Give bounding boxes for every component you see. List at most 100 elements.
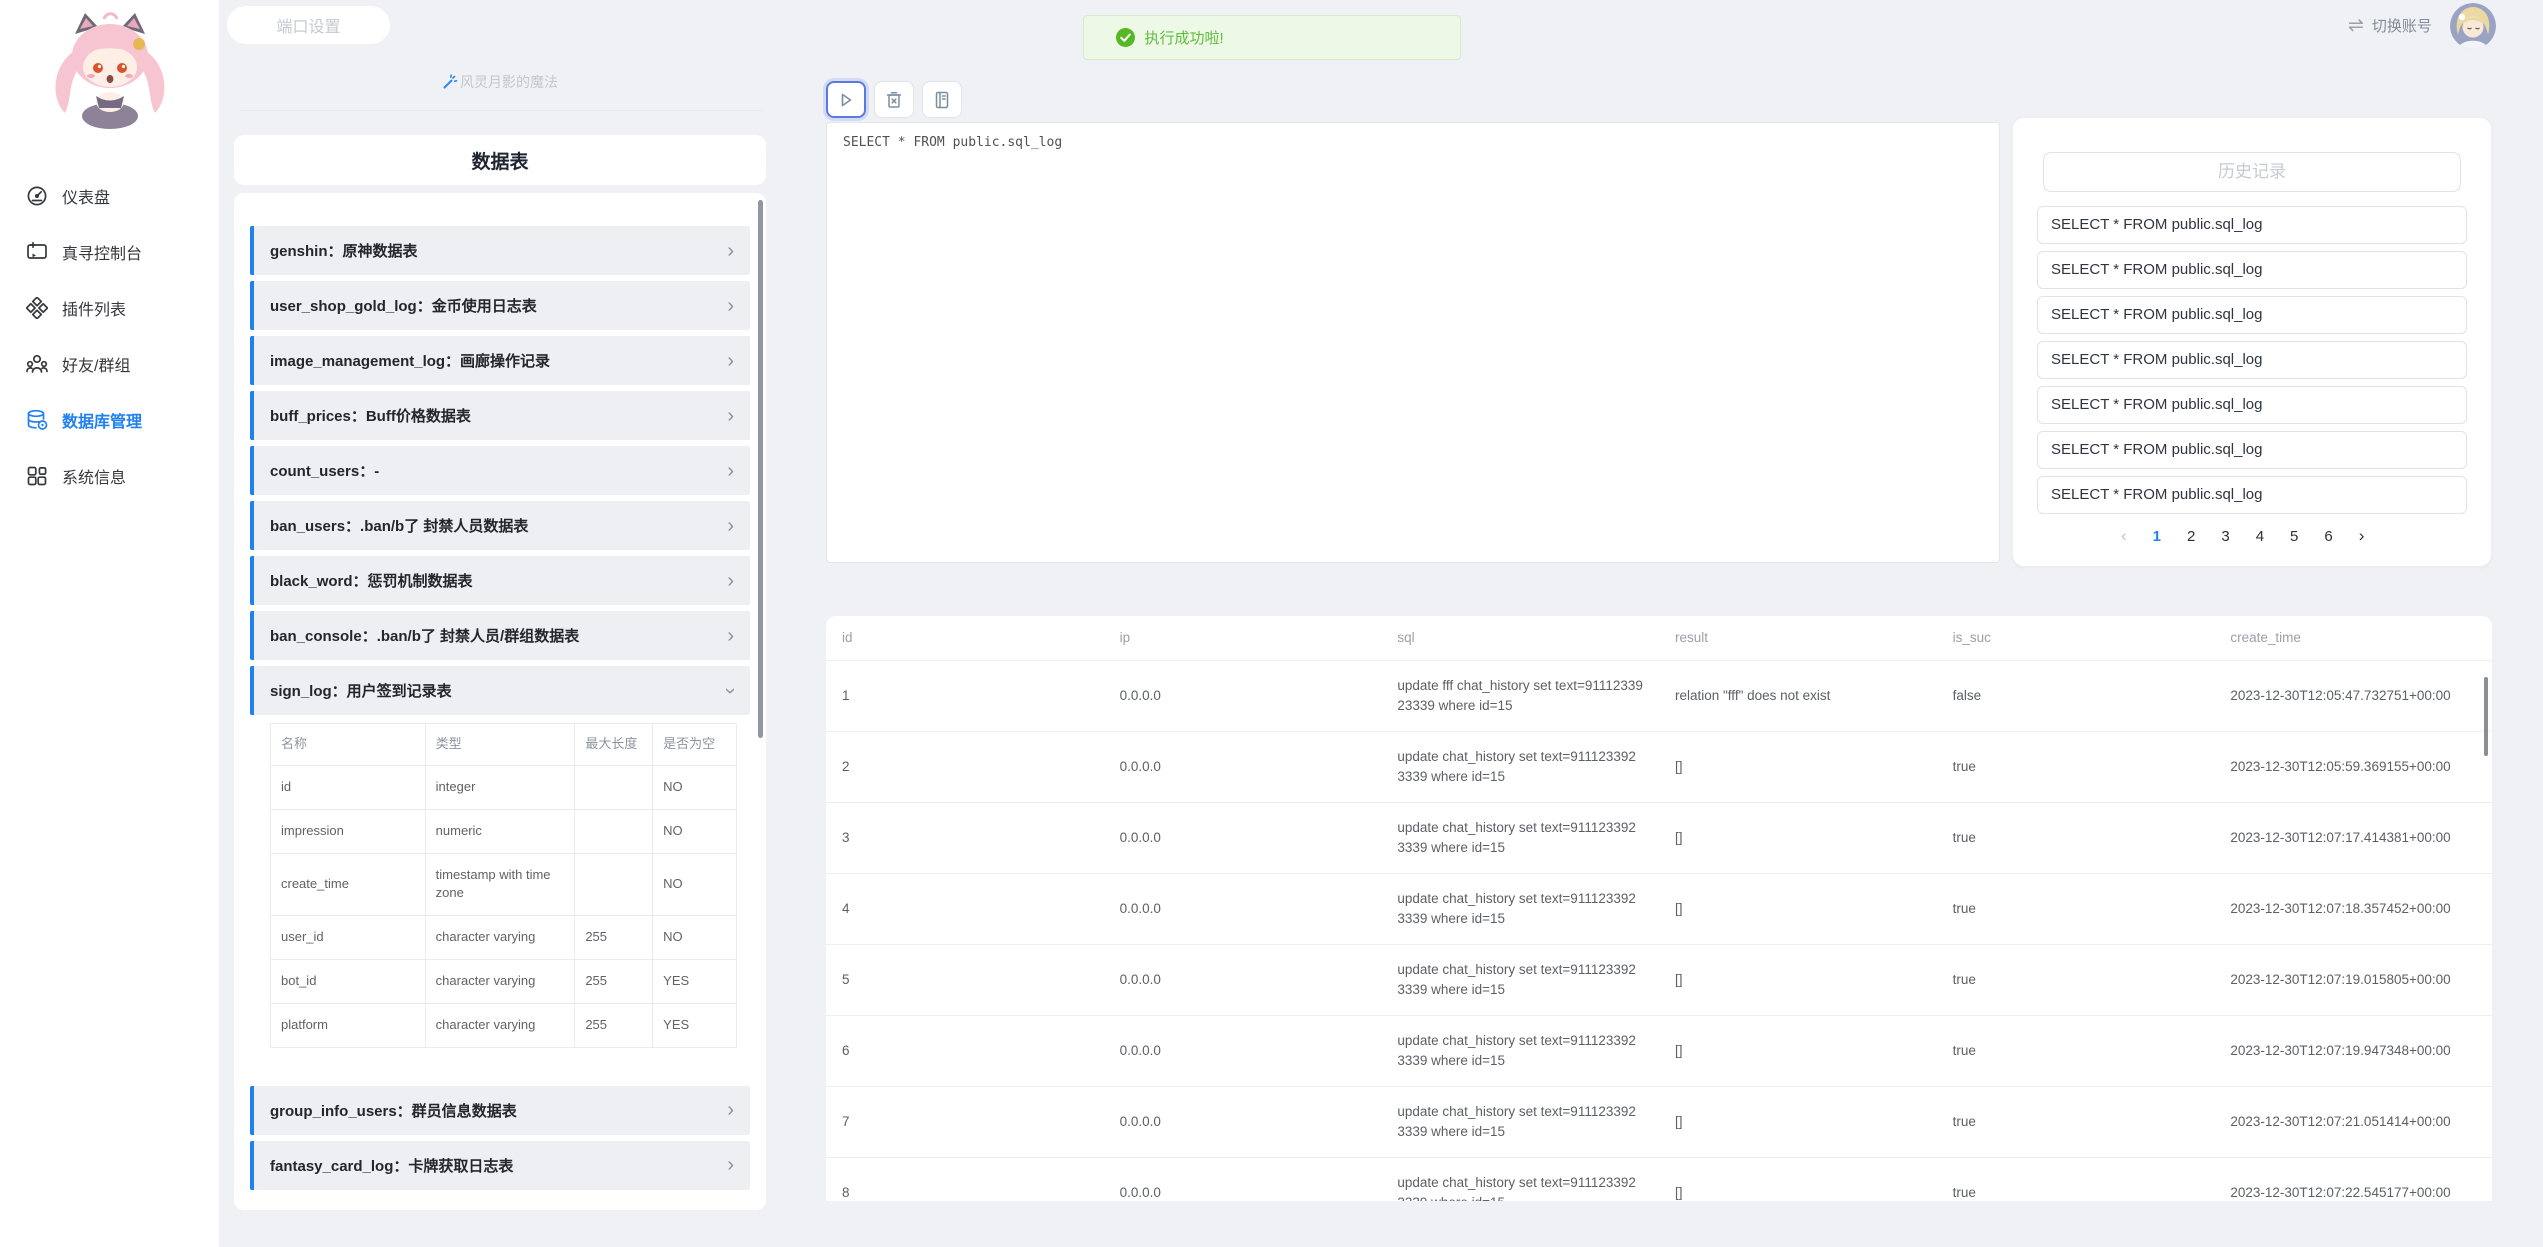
schema-row: user_id character varying 255 NO [270, 915, 737, 961]
chevron-down-icon: › [719, 687, 742, 694]
table-list-item[interactable]: genshin：原神数据表 › [250, 226, 750, 275]
run-button[interactable] [826, 81, 866, 118]
table-list-item[interactable]: group_info_users：群员信息数据表 › [250, 1085, 750, 1135]
pagination-page-6[interactable]: 6 [2324, 527, 2333, 545]
gauge-icon [26, 185, 48, 207]
pagination-page-3[interactable]: 3 [2221, 527, 2230, 545]
results-cell-ip: 0.0.0.0 [1119, 1042, 1161, 1058]
results-cell-result: [] [1674, 758, 1683, 774]
table-list-item[interactable]: count_users：- › [250, 446, 750, 495]
chevron-right-icon: › [727, 349, 734, 372]
sidebar-item-plugins[interactable]: 插件列表 [0, 280, 219, 336]
history-item[interactable]: SELECT * FROM public.sql_log [2037, 431, 2467, 469]
results-cell-is_suc: true [1952, 971, 1976, 987]
sidebar-item-dashboard[interactable]: 仪表盘 [0, 168, 219, 224]
schema-column-header: 类型 [424, 723, 576, 766]
results-cell-id: 3 [842, 829, 850, 845]
results-column-header: create_time [2230, 629, 2301, 645]
schema-column-header: 最大长度 [574, 723, 654, 766]
sidebar: 仪表盘 真寻控制台 插件列表好友/群组数据库管理 系统信息 [0, 0, 219, 1247]
schema-column-header: 是否为空 [652, 723, 737, 766]
results-cell-is_suc: true [1952, 829, 1976, 845]
table-list-item[interactable]: ban_users：.ban/b了 封禁人员数据表 › [250, 501, 750, 550]
results-column-header: sql [1397, 629, 1415, 645]
chevron-right-icon: › [727, 1154, 734, 1177]
port-settings-button[interactable]: 端口设置 [227, 6, 390, 44]
tables-list-scrollbar[interactable] [758, 200, 763, 738]
divider [240, 110, 762, 111]
history-item[interactable]: SELECT * FROM public.sql_log [2037, 341, 2467, 379]
history-list: SELECT * FROM public.sql_log SELECT * FRO… [2013, 206, 2491, 514]
results-cell-id: 8 [842, 1184, 850, 1200]
sidebar-item-system[interactable]: 系统信息 [0, 448, 219, 504]
history-item[interactable]: SELECT * FROM public.sql_log [2037, 251, 2467, 289]
chevron-right-icon: › [727, 569, 734, 592]
pagination-page-5[interactable]: 5 [2290, 527, 2299, 545]
sidebar-item-database[interactable]: 数据库管理 [0, 392, 219, 448]
switch-account-button[interactable]: 切换账号 [2371, 17, 2432, 35]
chevron-right-icon: › [727, 459, 734, 482]
console-icon [26, 241, 48, 263]
sidebar-menu: 仪表盘 真寻控制台 插件列表好友/群组数据库管理 系统信息 [0, 168, 219, 504]
results-cell-create_time: 2023-12-30T12:07:19.947348+00:00 [2230, 1042, 2451, 1058]
table-list-item[interactable]: image_management_log：画廊操作记录 › [250, 336, 750, 385]
results-cell-create_time: 2023-12-30T12:07:19.015805+00:00 [2230, 971, 2451, 987]
table-list-item[interactable]: sign_log：用户签到记录表 › [250, 666, 750, 715]
results-cell-ip: 0.0.0.0 [1119, 687, 1161, 703]
results-cell-ip: 0.0.0.0 [1119, 829, 1161, 845]
sql-editor[interactable]: SELECT * FROM public.sql_log [826, 122, 2000, 563]
table-item-label: ban_users：.ban/b了 封禁人员数据表 [270, 518, 529, 535]
success-toast: 执行成功啦! [1082, 15, 1461, 60]
log-button[interactable] [922, 81, 962, 118]
results-cell-id: 7 [842, 1113, 850, 1129]
success-check-icon [1115, 28, 1135, 47]
schema-cell: YES [652, 1002, 737, 1048]
schema-cell: NO [652, 764, 737, 810]
table-list-item[interactable]: ban_console：.ban/b了 封禁人员/群组数据表 › [250, 611, 750, 660]
clear-button[interactable] [874, 81, 914, 118]
schema-cell: user_id [270, 915, 426, 961]
results-row: 1 0.0.0.0 update fff chat_history set text… [826, 660, 2492, 731]
table-list-item[interactable]: black_word：惩罚机制数据表 › [250, 556, 750, 605]
results-cell-is_suc: true [1952, 1042, 1976, 1058]
results-cell-create_time: 2023-12-30T12:05:59.369155+00:00 [2230, 758, 2451, 774]
user-avatar[interactable] [2449, 3, 2496, 49]
pagination-prev-icon[interactable]: ‹ [2121, 526, 2127, 545]
pagination-page-2[interactable]: 2 [2187, 527, 2196, 545]
results-row: 7 0.0.0.0 update chat_history set text=911… [826, 1086, 2492, 1157]
history-item[interactable]: SELECT * FROM public.sql_log [2037, 296, 2467, 334]
pagination-page-1[interactable]: 1 [2152, 527, 2162, 545]
sidebar-item-console[interactable]: 真寻控制台 [0, 224, 219, 280]
table-item-label: group_info_users：群员信息数据表 [270, 1102, 517, 1120]
pagination-next-icon[interactable]: › [2358, 526, 2365, 545]
table-schema: 名称 类型 最大长度 是否为空 id integer NO impression numeric… [270, 723, 737, 1048]
results-table-card: id ip sql result is_suc create_time 1 0.0.0.0 up… [826, 616, 2492, 1201]
schema-cell [574, 764, 654, 810]
schema-column-header: 名称 [270, 723, 426, 766]
play-icon [836, 90, 856, 110]
results-header-row: id ip sql result is_suc create_time [826, 616, 2492, 660]
history-title: 历史记录 [2043, 152, 2461, 192]
results-cell-id: 5 [842, 971, 850, 987]
results-row: 5 0.0.0.0 update chat_history set text=911… [826, 944, 2492, 1015]
history-item[interactable]: SELECT * FROM public.sql_log [2037, 206, 2467, 244]
sidebar-item-label: 好友/群组 [62, 358, 131, 375]
plugins-icon [26, 297, 48, 319]
history-item[interactable]: SELECT * FROM public.sql_log [2037, 476, 2467, 514]
table-item-label: count_users：- [270, 463, 380, 480]
results-cell-is_suc: true [1952, 758, 1976, 774]
table-list-item[interactable]: buff_prices：Buff价格数据表 › [250, 391, 750, 440]
results-cell-ip: 0.0.0.0 [1119, 1184, 1161, 1200]
tables-panel-title: 数据表 [234, 135, 766, 185]
results-cell-sql: update chat_history set text=91112339233… [1397, 1032, 1636, 1068]
schema-row: id integer NO [270, 764, 737, 810]
schema-cell [574, 852, 654, 917]
table-list-item[interactable]: fantasy_card_log：卡牌获取日志表 › [250, 1140, 750, 1190]
pagination-page-4[interactable]: 4 [2255, 527, 2265, 545]
results-cell-ip: 0.0.0.0 [1119, 1113, 1161, 1129]
table-list-item[interactable]: user_shop_gold_log：金币使用日志表 › [250, 281, 750, 330]
sidebar-item-friends[interactable]: 好友/群组 [0, 336, 219, 392]
table-item-label: ban_console：.ban/b了 封禁人员/群组数据表 [270, 628, 580, 645]
results-scrollbar[interactable] [2484, 677, 2488, 756]
history-item[interactable]: SELECT * FROM public.sql_log [2037, 386, 2467, 424]
